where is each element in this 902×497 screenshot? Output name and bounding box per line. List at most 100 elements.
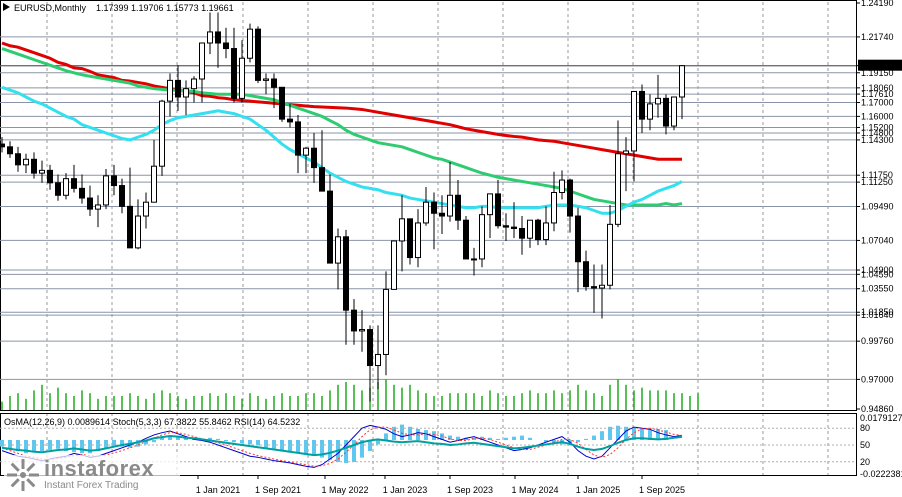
candle-bear xyxy=(503,225,509,228)
candle-bear xyxy=(79,187,85,199)
candle-bull xyxy=(399,218,405,242)
time-axis: 1 Jan 2021 1 Sep 2021 1 May 2022 1 Jan 2023… xyxy=(196,475,685,495)
candle-bull xyxy=(375,353,381,367)
candle-bear xyxy=(287,118,293,123)
candle-bull xyxy=(359,329,365,332)
candle-bull xyxy=(671,96,677,127)
candle-bear xyxy=(55,182,61,196)
candle-bull xyxy=(135,215,141,249)
candle-bull xyxy=(383,288,389,355)
time-label: 1 Jan 2025 xyxy=(576,485,621,495)
candle-bear xyxy=(223,42,229,50)
candle-bull xyxy=(527,219,533,239)
candle-bull xyxy=(471,258,477,261)
symbol-caption: EURUSD,Monthly xyxy=(14,3,87,13)
candle-bull xyxy=(415,222,421,259)
price-label: 1.19661 xyxy=(861,61,894,71)
price-label: 1.01640 xyxy=(861,310,894,320)
price-label: 1.14300 xyxy=(861,135,894,145)
candle-bull xyxy=(391,240,397,290)
candle-bull xyxy=(631,90,637,152)
price-label: 1.21740 xyxy=(861,32,894,42)
symbol-arrow-icon xyxy=(3,3,10,11)
candle-bull xyxy=(487,193,493,216)
osc-label: 50 xyxy=(860,440,870,450)
time-label: 1 Jan 2021 xyxy=(196,485,241,495)
candle-bear xyxy=(535,219,541,241)
candle-bull xyxy=(543,222,549,241)
candle-bull xyxy=(263,78,269,81)
candle-bear xyxy=(87,197,93,210)
price-label: 1.15200 xyxy=(861,122,894,132)
osc-label: 80 xyxy=(860,423,870,433)
candle-bear xyxy=(367,329,373,367)
price-label: 1.18060 xyxy=(861,83,894,93)
rsi-line xyxy=(1,435,683,457)
price-label: 0.99760 xyxy=(861,336,894,346)
candle-bull xyxy=(551,192,557,224)
candle-bear xyxy=(47,169,53,184)
price-label: 1.11250 xyxy=(861,177,893,187)
candle-bear xyxy=(119,185,125,207)
time-label: 1 Jan 2023 xyxy=(383,485,428,495)
watermark-name: instaforex xyxy=(44,456,155,481)
candle-bull xyxy=(207,31,213,44)
main-pane-border xyxy=(0,0,857,411)
candle-bull xyxy=(679,65,685,98)
price-label: 1.16000 xyxy=(861,111,894,121)
candle-bear xyxy=(439,212,445,217)
candle-bear xyxy=(15,153,21,166)
ohlc-caption: 1.17399 1.19706 1.15773 1.19661 xyxy=(96,3,234,13)
price-label: 1.01850 xyxy=(861,307,894,317)
candle-bull xyxy=(447,194,453,217)
price-label: 1.17000 xyxy=(861,98,894,108)
candle-bear xyxy=(231,48,237,99)
price-label: 1.17610 xyxy=(861,89,894,99)
price-label: 1.24190 xyxy=(861,0,894,8)
candle-bear xyxy=(343,236,349,311)
candle-bull xyxy=(23,158,29,166)
price-label: 1.04900 xyxy=(861,265,894,275)
candle-bear xyxy=(127,205,133,249)
candle-bear xyxy=(591,286,597,289)
candle-bear xyxy=(511,226,517,229)
candle-bull xyxy=(647,103,653,120)
price-label: 1.07040 xyxy=(861,235,894,245)
candle-bear xyxy=(0,143,5,148)
candle-bull xyxy=(599,284,605,289)
candle-bear xyxy=(279,86,285,120)
candle-bear xyxy=(639,90,645,120)
candle-bull xyxy=(615,153,621,225)
candle-bull xyxy=(479,214,485,260)
candle-bear xyxy=(215,31,221,44)
candle-bear xyxy=(495,193,501,227)
candle-bull xyxy=(151,165,157,203)
candle-bull xyxy=(159,100,165,167)
candle-bear xyxy=(175,79,181,98)
candle-bear xyxy=(311,147,317,169)
oscillator-pane xyxy=(0,424,856,468)
candle-bear xyxy=(111,175,117,187)
candle-bull xyxy=(247,28,253,59)
price-label: 1.03550 xyxy=(861,284,894,294)
price-label: 0.94860 xyxy=(861,404,894,414)
osc-label: 0.0179127 xyxy=(860,413,902,423)
candle-bear xyxy=(583,261,589,288)
candle-bear xyxy=(7,146,13,155)
candle-bull xyxy=(623,150,629,155)
candle-bear xyxy=(407,218,413,259)
price-label: 1.14800 xyxy=(861,128,894,138)
candle-bull xyxy=(183,88,189,98)
price-label: 1.09490 xyxy=(861,201,894,211)
candle-bear xyxy=(431,201,437,214)
candle-bear xyxy=(271,78,277,88)
candle-bull xyxy=(655,97,661,105)
candle-bull xyxy=(95,204,101,210)
candle-bear xyxy=(575,215,581,263)
watermark: instaforex Instant Forex Trading xyxy=(4,455,180,495)
candle-bear xyxy=(463,219,469,260)
volume-bars xyxy=(1,379,699,410)
time-label: 1 Sep 2025 xyxy=(639,485,685,495)
